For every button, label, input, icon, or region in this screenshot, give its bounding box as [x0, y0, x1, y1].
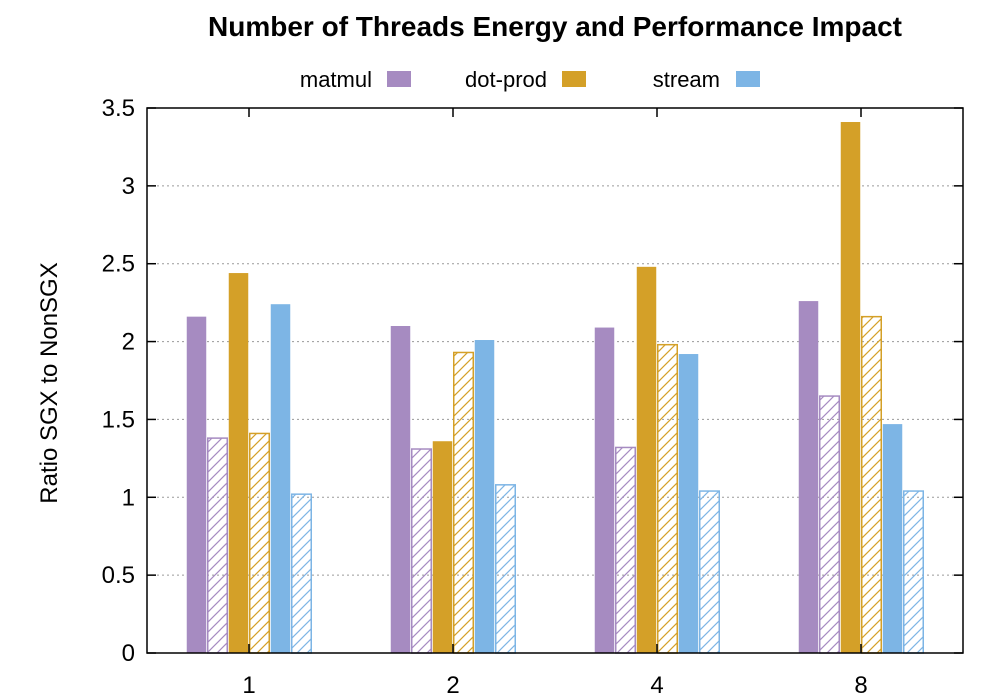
x-tick-label: 8 [854, 672, 867, 699]
bar [411, 448, 432, 654]
legend-swatch [736, 71, 760, 87]
legend-label: matmul [300, 67, 372, 92]
legend-label: stream [653, 67, 720, 92]
legend-swatch [562, 71, 586, 87]
bar [474, 340, 495, 653]
bar [678, 354, 699, 653]
bar [903, 490, 924, 654]
bar [699, 490, 720, 654]
bar [186, 316, 207, 653]
x-tick-label: 4 [650, 672, 663, 699]
bar [819, 395, 840, 654]
bar [861, 315, 882, 654]
y-tick-label: 3 [122, 173, 135, 200]
x-tick-label: 2 [446, 672, 459, 699]
y-tick-label: 0.5 [102, 562, 135, 589]
y-tick-label: 1 [122, 484, 135, 511]
bar [228, 273, 249, 653]
bar [657, 343, 678, 654]
bar [270, 304, 291, 653]
bar [207, 437, 228, 654]
bar [291, 493, 312, 654]
bar [594, 327, 615, 653]
bar [390, 326, 411, 653]
y-tick-label: 2.5 [102, 251, 135, 278]
bar [840, 122, 861, 653]
bar [882, 424, 903, 653]
legend-swatch [387, 71, 411, 87]
legend: matmul dot-prod stream [300, 67, 760, 92]
chart-title: Number of Threads Energy and Performance… [208, 11, 902, 42]
y-tick-label: 1.5 [102, 406, 135, 433]
bar [495, 484, 516, 654]
y-tick-label: 0 [122, 640, 135, 667]
bar [615, 446, 636, 654]
axis-ticks: 0 0.5 1 1.5 2 2.5 3 3.5 1 2 4 8 [102, 95, 963, 699]
bar [249, 432, 270, 654]
legend-label: dot-prod [465, 67, 547, 92]
bar [798, 301, 819, 653]
bar [636, 266, 657, 653]
y-tick-label: 3.5 [102, 95, 135, 122]
y-axis-label: Ratio SGX to NonSGX [36, 262, 63, 503]
bar [453, 351, 474, 654]
plot-frame [146, 107, 964, 654]
x-tick-label: 1 [242, 672, 255, 699]
bar [432, 441, 453, 653]
y-tick-label: 2 [122, 329, 135, 356]
bars [186, 122, 924, 654]
